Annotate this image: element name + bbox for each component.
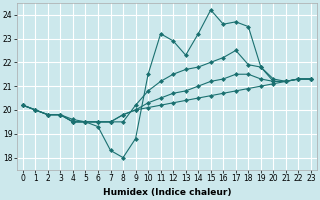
- X-axis label: Humidex (Indice chaleur): Humidex (Indice chaleur): [103, 188, 231, 197]
